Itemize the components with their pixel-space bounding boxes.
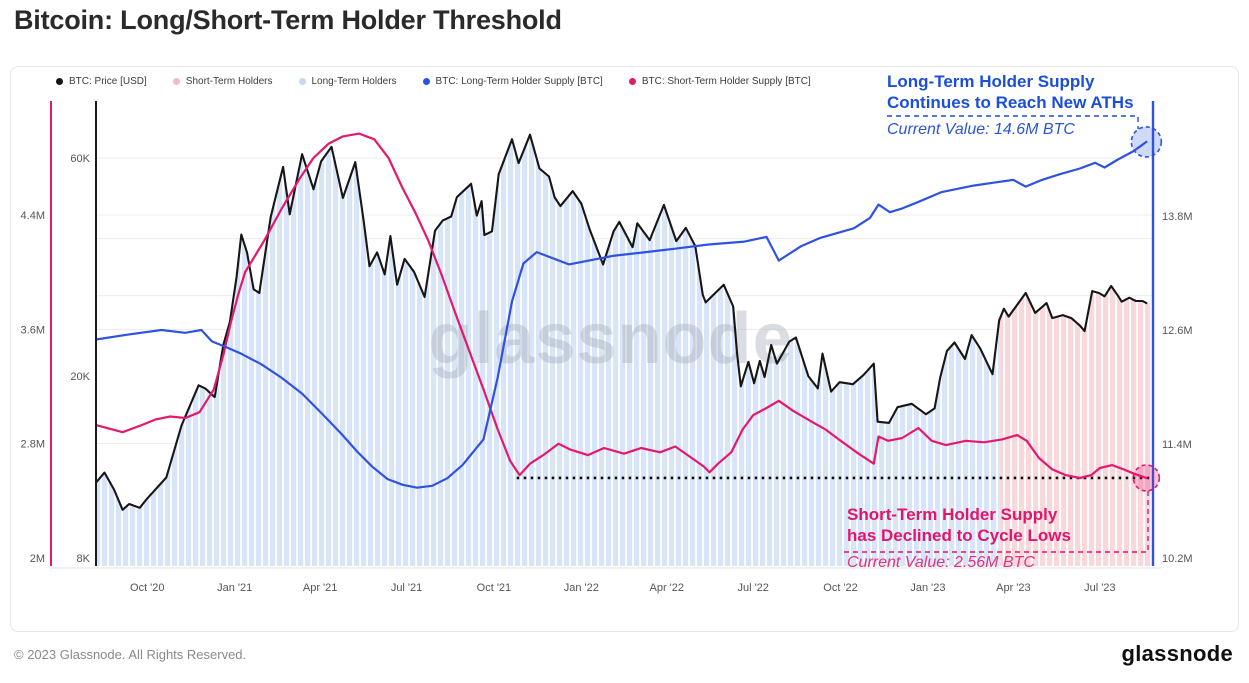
legend-item-3[interactable]: BTC: Long-Term Holder Supply [BTC] (422, 76, 603, 87)
x-tick-label: Jan '23 (910, 582, 945, 594)
price-area-long-term-holders (96, 134, 1000, 566)
legend-dot-icon (298, 78, 306, 85)
x-tick-label: Jan '21 (217, 582, 252, 594)
price-area-short-term-holders (999, 286, 1153, 566)
legend-item-2[interactable]: Long-Term Holders (298, 76, 397, 87)
x-tick-label: Apr '22 (650, 582, 685, 594)
page-title: Bitcoin: Long/Short-Term Holder Threshol… (14, 5, 562, 35)
x-tick-label: Jan '22 (564, 582, 599, 594)
x-tick-label: Jul '23 (1084, 582, 1115, 594)
legend-item-1[interactable]: Short-Term Holders (172, 76, 273, 87)
lth-supply-line (94, 140, 1148, 489)
x-tick-label: Apr '21 (303, 582, 338, 594)
legend-label: BTC: Long-Term Holder Supply [BTC] (435, 76, 603, 87)
chart-canvas[interactable]: glassnode 60K 20K 8K 4.4M 3.6M 2.8M 2M 13.8M 12.6… (11, 67, 1236, 629)
legend-dot-icon (422, 78, 430, 85)
legend-label: BTC: Price [USD] (69, 76, 147, 87)
legend-dot-icon (56, 78, 63, 85)
sth-tick-label: 2M (30, 553, 45, 565)
sth-annotation-connector (844, 491, 1149, 553)
x-tick-label: Jul '22 (737, 582, 768, 594)
price-tick-label: 8K (77, 553, 91, 565)
lth-tick-label: 13.8M (1162, 211, 1193, 223)
x-tick-label: Oct '20 (130, 582, 165, 594)
glassnode-logo: glassnode (1121, 641, 1233, 666)
legend-item-4[interactable]: BTC: Short-Term Holder Supply [BTC] (628, 76, 811, 87)
legend-dot-icon (172, 78, 180, 85)
chart-card: glassnode 60K 20K 8K 4.4M 3.6M 2.8M 2M 13.8M 12.6… (10, 66, 1239, 632)
lth-tick-label: 12.6M (1162, 325, 1193, 337)
copyright-text: © 2023 Glassnode. All Rights Reserved. (14, 647, 247, 662)
sth-tick-label: 2.8M (21, 439, 45, 451)
glassnode-watermark: glassnode (428, 299, 793, 379)
legend-label: Long-Term Holders (311, 76, 397, 87)
price-tick-label: 20K (70, 371, 90, 383)
price-line (94, 133, 1148, 511)
sth-supply-line (94, 132, 1148, 480)
sth-tick-label: 4.4M (21, 210, 45, 222)
x-tick-label: Oct '22 (823, 582, 858, 594)
sth-endpoint-circle (1132, 464, 1161, 492)
lth-tick-label: 10.2M (1162, 553, 1193, 565)
chart-legend: BTC: Price [USD] Short-Term Holders Long-T… (56, 76, 811, 87)
x-tick-label: Oct '21 (477, 582, 512, 594)
lth-endpoint-circle (1130, 126, 1163, 158)
lth-annotation-connector (887, 115, 1139, 129)
legend-item-0[interactable]: BTC: Price [USD] (56, 76, 147, 87)
lth-tick-label: 11.4M (1162, 439, 1192, 451)
legend-label: Short-Term Holders (185, 76, 273, 87)
price-tick-label: 60K (70, 153, 90, 165)
legend-label: BTC: Short-Term Holder Supply [BTC] (641, 76, 811, 87)
sth-tick-label: 3.6M (21, 324, 45, 336)
legend-dot-icon (628, 78, 636, 85)
x-tick-label: Jul '21 (391, 582, 422, 594)
x-tick-label: Apr '23 (996, 582, 1031, 594)
